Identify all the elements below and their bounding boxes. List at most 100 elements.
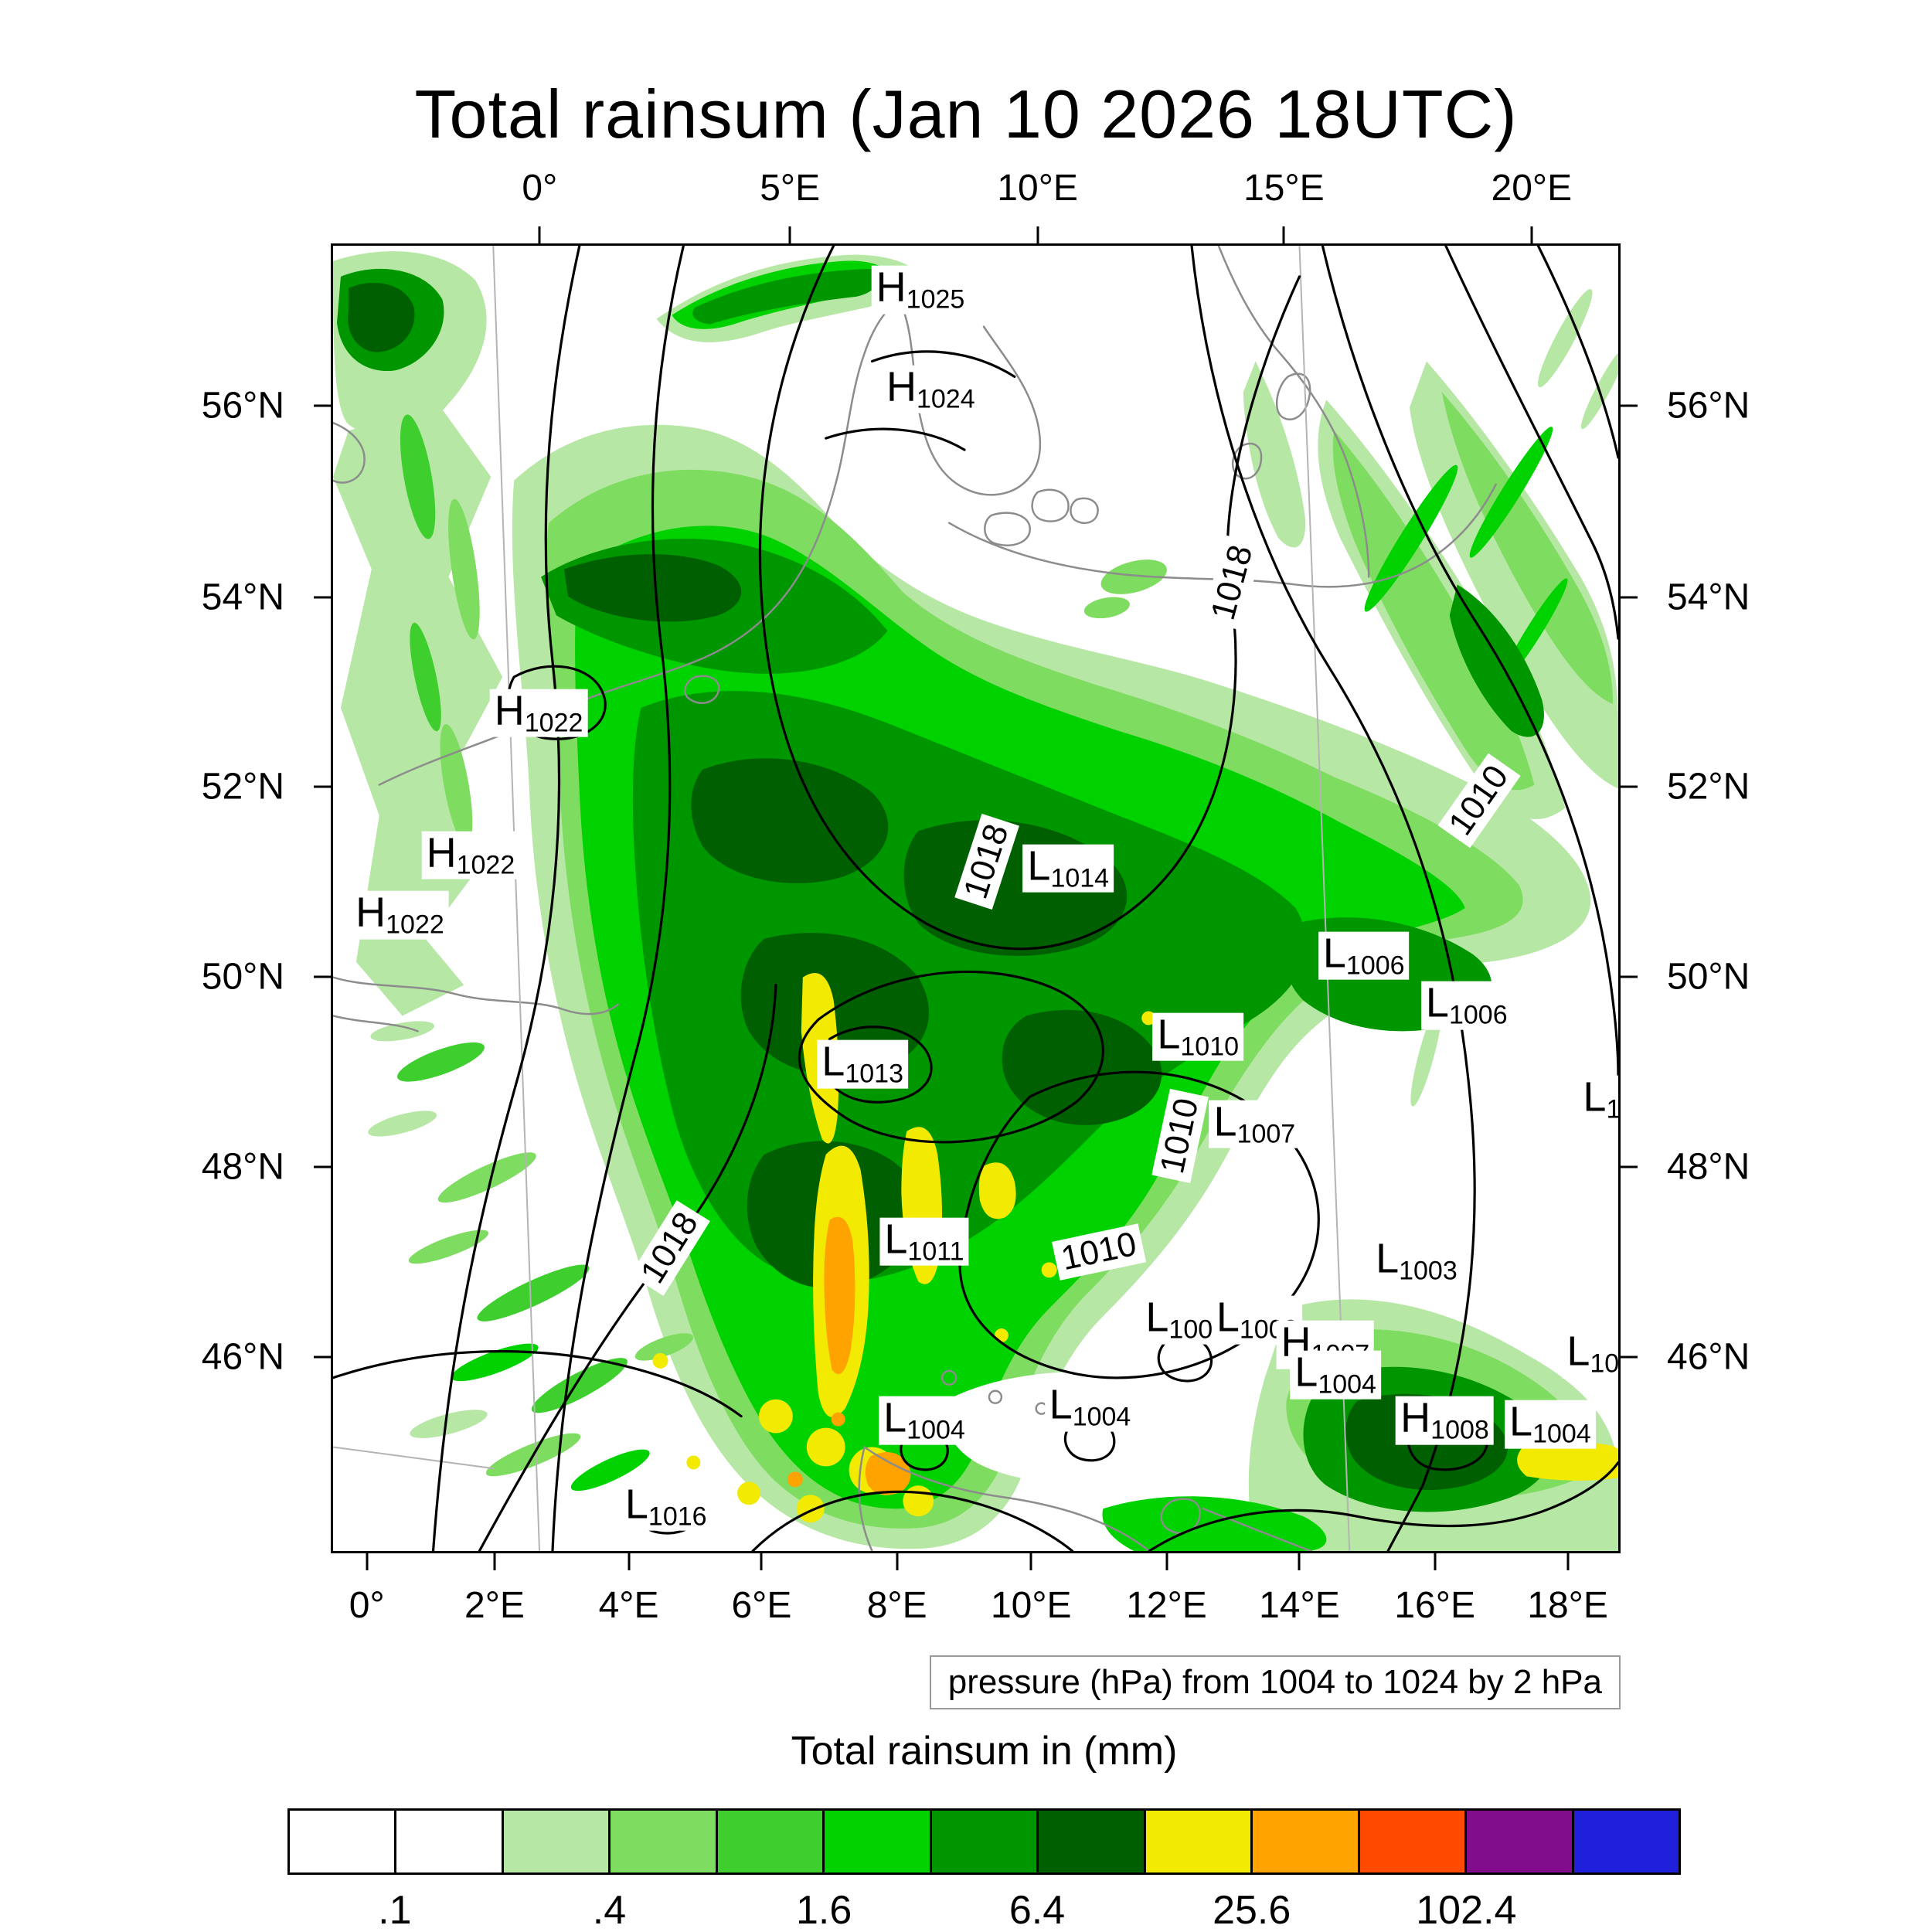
isobar-label: 1018 [954, 814, 1020, 910]
axis-tick [896, 1553, 899, 1570]
axis-tick [1029, 1553, 1032, 1570]
axis-tick-label: 0° [522, 168, 558, 209]
axis-tick [1036, 226, 1039, 243]
axis-tick-label: 14°E [1259, 1585, 1340, 1626]
axis-tick-label: 4°E [598, 1585, 659, 1626]
colorbar-tick-label: .1 [378, 1888, 412, 1932]
pressure-note: pressure (hPa) from 1004 to 1024 by 2 hP… [929, 1655, 1621, 1709]
pressure-center-label: H1022 [421, 831, 520, 880]
colorbar-cell [1253, 1811, 1360, 1872]
colorbar-cell [1039, 1811, 1146, 1872]
page-title: Total rainsum (Jan 10 2026 18UTC) [414, 75, 1518, 152]
axis-tick [366, 1553, 369, 1570]
colorbar-cell [825, 1811, 932, 1872]
pressure-center-label: L1003 [1371, 1236, 1462, 1286]
axis-tick [1621, 785, 1638, 788]
axis-tick [1621, 1355, 1638, 1359]
pressure-center-label: L1003 [1211, 1295, 1303, 1345]
isobar-label: 1010 [1052, 1223, 1147, 1281]
pressure-center-label: L1004 [1505, 1400, 1596, 1449]
pressure-center-label: L1006 [1420, 981, 1512, 1030]
isobar-label: 1010 [1151, 1088, 1209, 1183]
axis-tick [1298, 1553, 1301, 1570]
precip-orange-layer [787, 1216, 911, 1495]
axis-tick-label: 54°N [201, 577, 284, 618]
axis-tick [1282, 226, 1285, 243]
axis-tick-label: 46°N [1667, 1336, 1750, 1378]
pressure-labels-layer: H1025 H1024 H1022 H1022 H1022 1018 1018 1018 L10… [333, 246, 1618, 1551]
pressure-center-label: L1010 [1152, 1012, 1244, 1061]
axis-tick [493, 1553, 496, 1570]
axis-tick [1621, 1165, 1638, 1168]
map-frame: H1025 H1024 H1022 H1022 H1022 1018 1018 1018 L10… [331, 243, 1621, 1553]
axis-tick-label: 48°N [201, 1146, 284, 1188]
pressure-center-label: H1025 [871, 266, 970, 315]
coastlines [333, 246, 1497, 1551]
axis-tick-label: 56°N [1667, 385, 1750, 427]
pressure-center-label: L1013 [817, 1039, 908, 1089]
axis-tick-label: 50°N [1667, 956, 1750, 998]
axis-tick-label: 6°E [731, 1585, 792, 1626]
colorbar-tick-labels: .1 .4 1.6 6.4 25.6 102.4 [287, 1887, 1681, 1932]
axis-tick [314, 1165, 331, 1168]
axis-tick [314, 404, 331, 407]
pressure-center-label: H1024 [881, 365, 980, 414]
colorbar-cell [290, 1811, 397, 1872]
axis-tick [314, 1355, 331, 1359]
pressure-center-label: L1004 [1290, 1350, 1381, 1400]
isobar-label: 1010 [1437, 753, 1521, 849]
left-axis: 56°N 54°N 52°N 50°N 48°N 46°N [108, 243, 331, 1553]
colorbar [287, 1808, 1681, 1875]
isobar-label: 1018 [1202, 535, 1264, 631]
axis-tick-label: 12°E [1126, 1585, 1207, 1626]
axis-tick-label: 56°N [201, 385, 284, 427]
precip-medium-layer [397, 414, 628, 1413]
colorbar-cell [1359, 1811, 1468, 1872]
axis-tick [314, 596, 331, 599]
pressure-center-label: L1016 [620, 1482, 712, 1531]
colorbar-cell [717, 1811, 825, 1872]
axis-tick [1165, 1553, 1168, 1570]
pressure-center-label: H1022 [489, 689, 588, 737]
axis-tick [788, 226, 791, 243]
axis-tick-label: 8°E [866, 1585, 927, 1626]
axis-tick-label: 52°N [1667, 766, 1750, 808]
pressure-center-label: H1022 [351, 891, 449, 940]
pressure-center-label: L10 [1578, 1075, 1618, 1124]
colorbar-cell [1573, 1811, 1679, 1872]
colorbar-tick-label: 6.4 [1009, 1888, 1066, 1932]
axis-tick [1434, 1553, 1437, 1570]
pressure-center-label: H1008 [1396, 1396, 1494, 1445]
axis-tick-label: 20°E [1491, 168, 1573, 209]
axis-tick [1621, 975, 1638, 978]
bottom-axis: 0° 2°E 4°E 6°E 8°E 10°E 12°E 14°E 16°E 18°E [331, 1553, 1621, 1646]
axis-tick [1530, 226, 1533, 243]
colorbar-tick-label: 102.4 [1416, 1888, 1517, 1932]
precip-yellow-layer [652, 972, 1618, 1523]
axis-tick [628, 1553, 631, 1570]
pressure-center-label: L100 [1562, 1329, 1618, 1379]
axis-tick [1621, 596, 1638, 599]
colorbar-cell [1467, 1811, 1574, 1872]
top-axis: 0° 5°E 10°E 15°E 20°E [331, 147, 1621, 243]
axis-tick [1566, 1553, 1570, 1570]
axis-tick-label: 0° [349, 1585, 385, 1626]
isobar-label: 1018 [629, 1200, 710, 1296]
colorbar-tick-label: 25.6 [1213, 1888, 1291, 1932]
axis-tick-label: 15°E [1243, 168, 1325, 209]
pressure-center-label: L1014 [1022, 844, 1114, 893]
axis-tick-label: 2°E [464, 1585, 525, 1626]
colorbar-tick-label: 1.6 [795, 1888, 852, 1932]
axis-tick [760, 1553, 763, 1570]
axis-tick-label: 48°N [1667, 1146, 1750, 1188]
pressure-center-label: L1004 [1044, 1383, 1136, 1432]
axis-tick [314, 785, 331, 788]
axis-tick [314, 975, 331, 978]
axis-tick-label: 5°E [760, 168, 821, 209]
axis-tick [538, 226, 541, 243]
pressure-center-label: L1004 [879, 1396, 970, 1445]
pressure-center-label: L1011 [879, 1217, 969, 1267]
colorbar-cell [396, 1811, 504, 1872]
colorbar-title: Total rainsum in (mm) [791, 1729, 1178, 1774]
